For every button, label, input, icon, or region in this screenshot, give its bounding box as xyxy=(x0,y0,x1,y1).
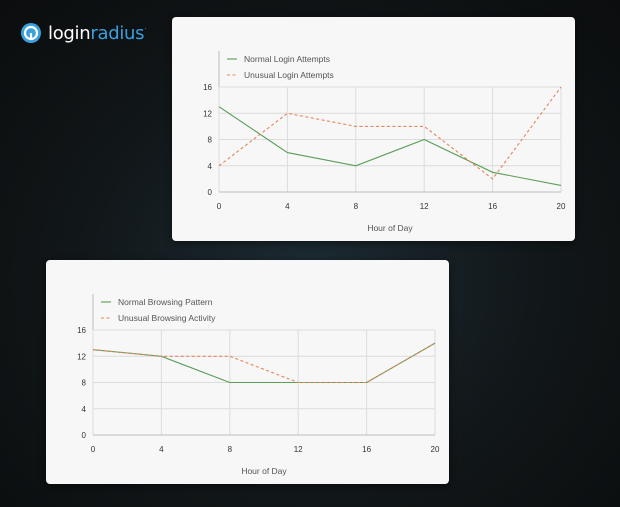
x-tick-label: 16 xyxy=(488,202,497,211)
x-tick-label: 4 xyxy=(159,445,164,454)
legend-label-1: Normal Browsing Pattern xyxy=(118,297,213,307)
loginradius-logo-icon xyxy=(21,23,41,43)
legend-label-1: Normal Login Attempts xyxy=(244,54,330,64)
x-tick-label: 12 xyxy=(420,202,429,211)
brand-name-suffix: radius xyxy=(90,22,145,44)
y-tick-label: 12 xyxy=(203,109,212,118)
brand-name: loginradius. xyxy=(48,23,146,44)
series-line-1 xyxy=(92,342,436,384)
y-tick-label: 4 xyxy=(208,162,213,171)
legend-label-2: Unusual Login Attempts xyxy=(244,70,334,80)
x-tick-label: 0 xyxy=(217,202,222,211)
y-tick-label: 4 xyxy=(82,405,87,414)
series-line-2 xyxy=(92,342,436,384)
brand-name-prefix: login xyxy=(48,22,91,44)
browsing-activity-chart-card: 0 4 8 12 16 0 4 8 12 16 20 Hour of Day Normal Browsi… xyxy=(46,260,449,484)
brand-trademark: . xyxy=(144,22,147,31)
x-tick-label: 12 xyxy=(294,445,303,454)
x-axis-label: Hour of Day xyxy=(367,223,413,233)
browsing-activity-chart: 0 4 8 12 16 0 4 8 12 16 20 Hour of Day Normal Browsi… xyxy=(77,294,440,476)
x-tick-label: 20 xyxy=(431,445,440,454)
y-tick-label: 8 xyxy=(82,379,87,388)
y-tick-label: 12 xyxy=(77,352,86,361)
y-tick-label: 16 xyxy=(203,83,212,92)
y-tick-label: 0 xyxy=(208,188,213,197)
series-line-1 xyxy=(218,106,562,186)
y-tick-label: 16 xyxy=(77,326,86,335)
y-tick-label: 0 xyxy=(82,431,87,440)
x-tick-label: 8 xyxy=(354,202,359,211)
login-attempts-chart-card: 0 4 8 12 16 0 4 8 12 16 20 Hour of Day Normal Login … xyxy=(172,17,575,241)
x-axis-label: Hour of Day xyxy=(241,466,287,476)
x-tick-label: 8 xyxy=(228,445,233,454)
login-attempts-chart: 0 4 8 12 16 0 4 8 12 16 20 Hour of Day Normal Login … xyxy=(203,51,566,233)
y-tick-label: 8 xyxy=(208,136,213,145)
x-tick-label: 16 xyxy=(362,445,371,454)
brand-logo: loginradius. xyxy=(20,20,146,46)
series-line-2 xyxy=(218,86,562,180)
x-tick-label: 4 xyxy=(285,202,290,211)
x-tick-label: 0 xyxy=(91,445,96,454)
legend-label-2: Unusual Browsing Activity xyxy=(118,313,216,323)
x-tick-label: 20 xyxy=(557,202,566,211)
